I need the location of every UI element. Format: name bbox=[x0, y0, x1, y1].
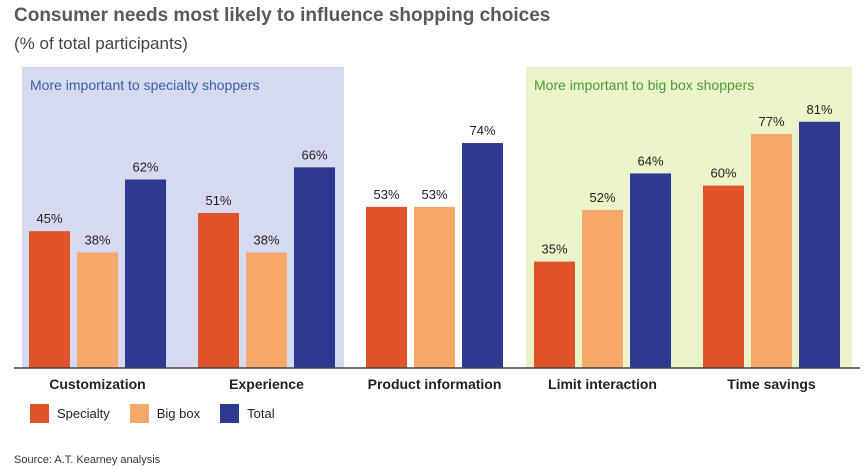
data-label-product-information-total: 74% bbox=[469, 123, 495, 138]
data-label-product-information-specialty: 53% bbox=[373, 187, 399, 202]
panel-specialty bbox=[22, 67, 344, 368]
bar-time-savings-big-box bbox=[751, 133, 792, 368]
legend-swatch-big-box bbox=[129, 404, 149, 423]
panel-bigbox bbox=[526, 67, 852, 368]
data-label-customization-specialty: 45% bbox=[36, 211, 62, 226]
chart-legend: Specialty Big box Total bbox=[30, 404, 295, 423]
bar-chart: More important to specialty shoppers More… bbox=[14, 67, 860, 392]
bar-time-savings-specialty bbox=[703, 185, 744, 368]
panel-label-bigbox: More important to big box shoppers bbox=[534, 77, 754, 93]
legend-label-big-box: Big box bbox=[156, 406, 201, 421]
data-label-experience-big-box: 38% bbox=[253, 232, 279, 247]
bar-customization-big-box bbox=[77, 252, 118, 368]
bar-product-information-total bbox=[462, 143, 503, 368]
category-label-experience: Experience bbox=[229, 376, 304, 392]
bar-experience-specialty bbox=[198, 212, 239, 368]
legend-item-specialty: Specialty bbox=[30, 404, 110, 423]
data-label-experience-specialty: 51% bbox=[205, 193, 231, 208]
legend-label-specialty: Specialty bbox=[57, 406, 110, 421]
legend-item-big-box: Big box bbox=[129, 404, 201, 423]
legend-swatch-total bbox=[220, 404, 240, 423]
bar-experience-total bbox=[294, 167, 335, 368]
data-label-limit-interaction-specialty: 35% bbox=[541, 242, 567, 257]
category-label-limit-interaction: Limit interaction bbox=[548, 376, 657, 392]
bar-limit-interaction-specialty bbox=[534, 261, 575, 368]
chart-title: Consumer needs most likely to influence … bbox=[14, 5, 551, 26]
bar-limit-interaction-total bbox=[630, 173, 671, 368]
panel-label-specialty: More important to specialty shoppers bbox=[30, 77, 260, 93]
bar-time-savings-total bbox=[799, 121, 840, 368]
category-label-product-information: Product information bbox=[368, 376, 502, 392]
category-label-customization: Customization bbox=[49, 376, 145, 392]
data-label-limit-interaction-big-box: 52% bbox=[589, 190, 615, 205]
data-label-time-savings-specialty: 60% bbox=[710, 166, 736, 181]
data-label-limit-interaction-total: 64% bbox=[637, 153, 663, 168]
legend-label-total: Total bbox=[247, 406, 275, 421]
legend-item-total: Total bbox=[220, 404, 275, 423]
data-label-customization-total: 62% bbox=[132, 160, 158, 175]
data-label-product-information-big-box: 53% bbox=[421, 187, 447, 202]
bar-product-information-big-box bbox=[414, 206, 455, 368]
bar-limit-interaction-big-box bbox=[582, 209, 623, 368]
bar-customization-total bbox=[125, 179, 166, 368]
data-label-time-savings-big-box: 77% bbox=[758, 114, 784, 129]
source-note: Source: A.T. Kearney analysis bbox=[14, 454, 161, 466]
data-label-customization-big-box: 38% bbox=[84, 232, 110, 247]
bar-experience-big-box bbox=[246, 252, 287, 368]
bar-product-information-specialty bbox=[366, 206, 407, 368]
data-label-experience-total: 66% bbox=[301, 147, 327, 162]
category-label-time-savings: Time savings bbox=[727, 376, 816, 392]
data-label-time-savings-total: 81% bbox=[806, 102, 832, 117]
chart-subtitle: (% of total participants) bbox=[14, 34, 188, 53]
legend-swatch-specialty bbox=[30, 404, 49, 423]
bar-customization-specialty bbox=[29, 231, 70, 368]
